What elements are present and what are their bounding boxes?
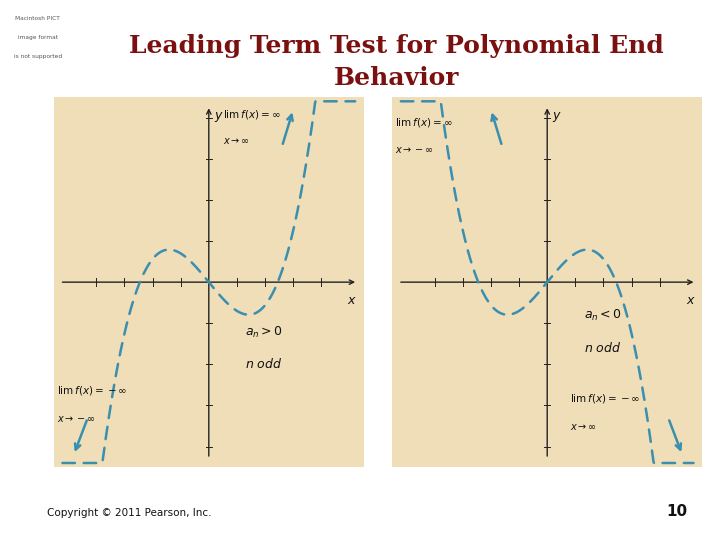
Text: $x\to-\infty$: $x\to-\infty$ [395,145,434,154]
Text: Macintosh PICT: Macintosh PICT [15,16,60,21]
Text: $\lim\, f(x) = -\infty$: $\lim\, f(x) = -\infty$ [570,392,640,405]
Text: $\lim\, f(x) = -\infty$: $\lim\, f(x) = -\infty$ [57,383,127,396]
Text: 10: 10 [667,504,688,519]
Text: $n$ odd: $n$ odd [584,341,621,355]
Text: Leading Term Test for Polynomial End: Leading Term Test for Polynomial End [129,34,663,58]
Text: $x\to\infty$: $x\to\infty$ [570,422,597,432]
Text: Behavior: Behavior [333,66,459,90]
Text: $x\to\infty$: $x\to\infty$ [223,137,250,146]
Text: $a_n < 0$: $a_n < 0$ [584,308,622,323]
Text: $y$: $y$ [552,110,562,124]
Text: $x\to-\infty$: $x\to-\infty$ [57,414,96,424]
Text: $\lim\, f(x) = \infty$: $\lim\, f(x) = \infty$ [395,117,453,130]
Text: $n$ odd: $n$ odd [246,357,283,372]
Text: $x$: $x$ [686,294,696,307]
Text: is not supported: is not supported [14,55,62,59]
Text: $y$: $y$ [214,110,224,124]
Text: $\lim\, f(x) = \infty$: $\lim\, f(x) = \infty$ [223,108,281,122]
Text: image format: image format [18,35,58,40]
Text: $a_n > 0$: $a_n > 0$ [246,325,284,340]
Text: Copyright © 2011 Pearson, Inc.: Copyright © 2011 Pearson, Inc. [47,508,211,518]
Text: $x$: $x$ [348,294,357,307]
